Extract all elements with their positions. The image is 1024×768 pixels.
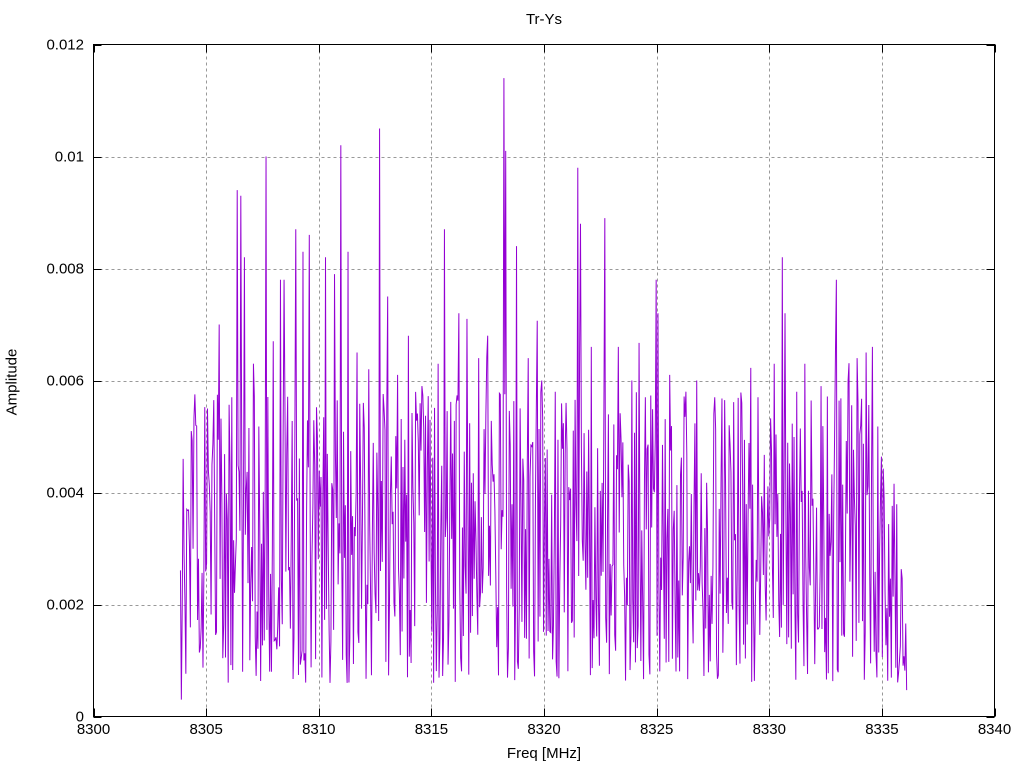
y-tick-label: 0.006 — [46, 373, 84, 390]
x-tick-label: 8320 — [527, 721, 560, 738]
y-tick-label: 0.002 — [46, 597, 84, 614]
x-axis-label: Freq [MHz] — [506, 745, 582, 762]
x-tick-label: 8330 — [753, 721, 786, 738]
y-tick-label: 0.004 — [46, 485, 84, 502]
x-tick-label: 8300 — [77, 721, 110, 738]
y-tick-label: 0.012 — [46, 37, 84, 54]
series-line — [179, 78, 908, 700]
x-tick-label: 8305 — [189, 721, 222, 738]
chart-title: Tr-Ys — [525, 11, 563, 28]
y-axis-label: Amplitude — [3, 348, 21, 416]
y-tick-label: 0.01 — [55, 149, 84, 166]
x-tick-label: 8315 — [415, 721, 448, 738]
x-tick-label: 8335 — [865, 721, 898, 738]
x-tick-label: 8310 — [302, 721, 335, 738]
x-tick-label: 8340 — [978, 721, 1011, 738]
x-tick-label: 8325 — [640, 721, 673, 738]
y-tick-label: 0.008 — [46, 261, 84, 278]
y-tick-label: 0 — [76, 709, 84, 726]
